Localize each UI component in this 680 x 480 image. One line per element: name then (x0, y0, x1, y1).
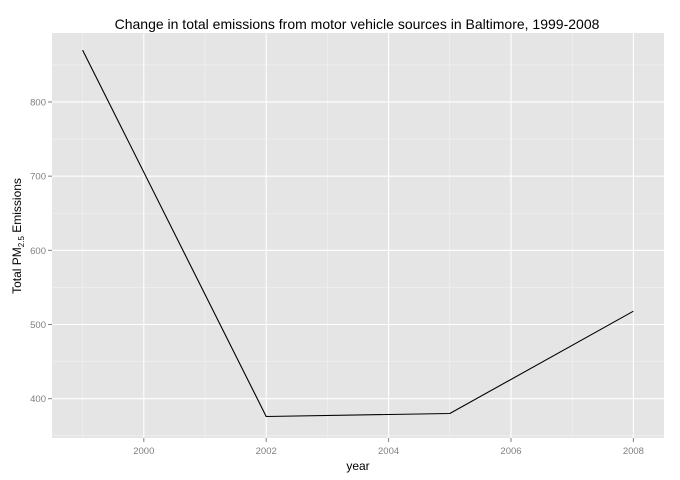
y-tick-label: 800 (30, 97, 46, 108)
y-tick-label: 500 (30, 320, 46, 331)
x-tick-label: 2006 (500, 446, 521, 457)
x-tick-label: 2004 (378, 446, 399, 457)
y-axis-title-suffix: Emissions (10, 178, 24, 236)
x-axis: 2000 2002 2004 2006 2008 (133, 438, 644, 457)
y-axis-title: Total PM2.5 Emissions (10, 178, 26, 294)
major-grid (52, 33, 664, 438)
x-tick-label: 2000 (133, 446, 154, 457)
y-axis-title-subscript: 2.5 (17, 236, 26, 248)
y-tick-label: 400 (30, 394, 46, 405)
x-axis-title: year (346, 459, 369, 473)
series-layer (82, 49, 634, 418)
y-axis: 400 500 600 700 800 (30, 97, 52, 405)
chart-title: Change in total emissions from motor veh… (115, 16, 600, 32)
y-tick-label: 700 (30, 172, 46, 183)
series-line (82, 49, 634, 418)
x-tick-label: 2008 (623, 446, 644, 457)
y-axis-title-prefix: Total PM (10, 247, 24, 294)
minor-grid (52, 33, 664, 438)
plot-panel (52, 33, 664, 438)
x-tick-label: 2002 (256, 446, 277, 457)
y-tick-label: 600 (30, 246, 46, 257)
